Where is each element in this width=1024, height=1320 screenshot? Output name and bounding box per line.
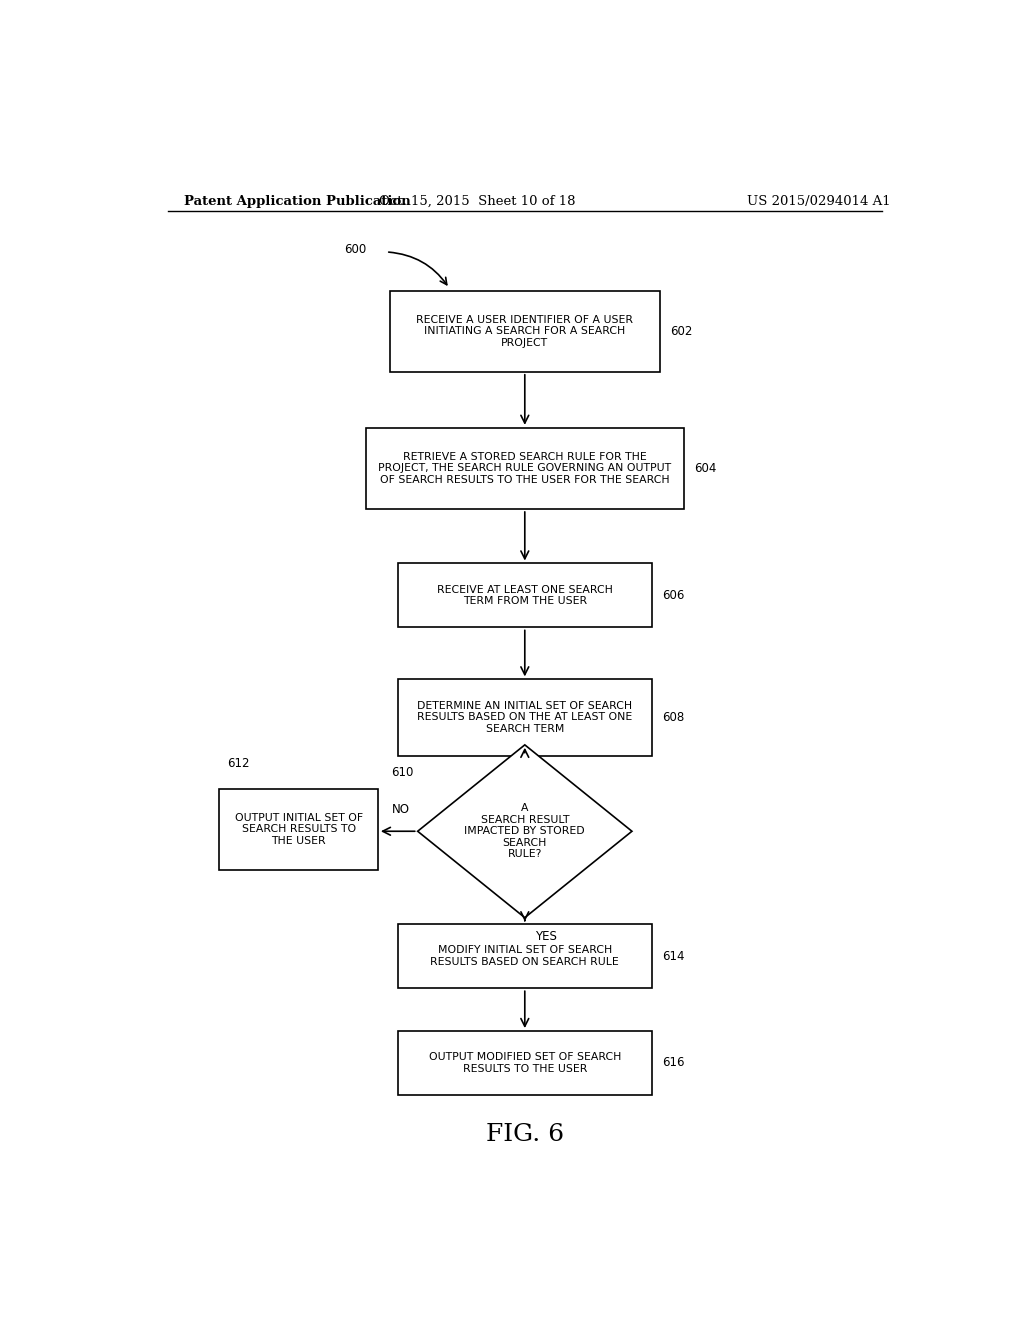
Text: RECEIVE AT LEAST ONE SEARCH
TERM FROM THE USER: RECEIVE AT LEAST ONE SEARCH TERM FROM TH… — [437, 585, 612, 606]
Text: FIG. 6: FIG. 6 — [485, 1122, 564, 1146]
Text: 612: 612 — [227, 758, 250, 771]
Text: 606: 606 — [663, 589, 684, 602]
Text: MODIFY INITIAL SET OF SEARCH
RESULTS BASED ON SEARCH RULE: MODIFY INITIAL SET OF SEARCH RESULTS BAS… — [430, 945, 620, 968]
Text: 600: 600 — [344, 243, 367, 256]
Bar — [219, 788, 378, 870]
Text: 614: 614 — [663, 950, 685, 962]
Text: A
SEARCH RESULT
IMPACTED BY STORED
SEARCH
RULE?: A SEARCH RESULT IMPACTED BY STORED SEARC… — [465, 803, 585, 859]
Polygon shape — [418, 744, 632, 917]
Bar — [397, 1031, 651, 1096]
Text: DETERMINE AN INITIAL SET OF SEARCH
RESULTS BASED ON THE AT LEAST ONE
SEARCH TERM: DETERMINE AN INITIAL SET OF SEARCH RESUL… — [417, 701, 633, 734]
Text: 602: 602 — [670, 325, 692, 338]
Text: Patent Application Publication: Patent Application Publication — [183, 194, 411, 207]
Bar — [367, 428, 684, 510]
Text: Oct. 15, 2015  Sheet 10 of 18: Oct. 15, 2015 Sheet 10 of 18 — [379, 194, 575, 207]
Text: 610: 610 — [391, 767, 414, 779]
Bar — [397, 680, 651, 755]
Text: NO: NO — [392, 803, 410, 816]
Text: OUTPUT MODIFIED SET OF SEARCH
RESULTS TO THE USER: OUTPUT MODIFIED SET OF SEARCH RESULTS TO… — [429, 1052, 621, 1073]
Bar — [390, 290, 659, 372]
Text: RECEIVE A USER IDENTIFIER OF A USER
INITIATING A SEARCH FOR A SEARCH
PROJECT: RECEIVE A USER IDENTIFIER OF A USER INIT… — [417, 314, 633, 347]
Text: YES: YES — [536, 929, 557, 942]
Text: 608: 608 — [663, 711, 684, 723]
Text: US 2015/0294014 A1: US 2015/0294014 A1 — [748, 194, 891, 207]
Bar — [397, 924, 651, 989]
Text: 616: 616 — [663, 1056, 685, 1069]
Text: OUTPUT INITIAL SET OF
SEARCH RESULTS TO
THE USER: OUTPUT INITIAL SET OF SEARCH RESULTS TO … — [234, 813, 362, 846]
Text: RETRIEVE A STORED SEARCH RULE FOR THE
PROJECT, THE SEARCH RULE GOVERNING AN OUTP: RETRIEVE A STORED SEARCH RULE FOR THE PR… — [378, 451, 672, 484]
Text: 604: 604 — [694, 462, 716, 475]
Bar — [397, 564, 651, 627]
